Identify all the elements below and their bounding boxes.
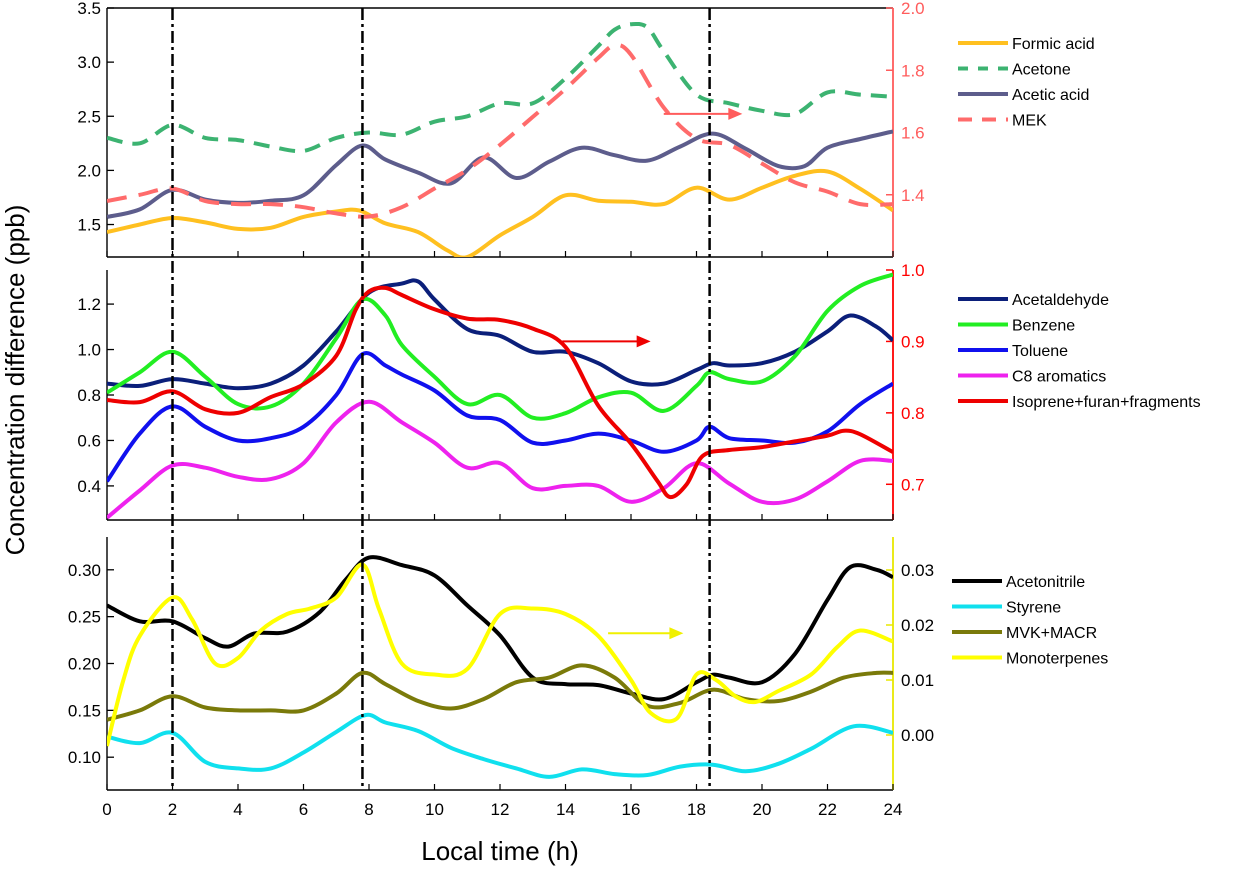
- right-tick-label: 2.0: [901, 0, 925, 18]
- panel-bottom: 0.10 0.15 0.20 0.25 0.30 0.00 0.01 0.02 0.03: [68, 537, 934, 791]
- x-tick-label: 8: [364, 800, 373, 819]
- legend-label: Benzene: [1012, 318, 1075, 335]
- legend-label: Acetonitrile: [1006, 574, 1085, 591]
- series-group: [107, 21, 893, 257]
- panel-top: 1.5 2.0 2.5 3.0 3.5 1.4 1.6 1.8 2.0: [77, 0, 925, 258]
- left-tick-label: 0.8: [77, 386, 101, 405]
- right-tick-label: 0.7: [901, 475, 925, 494]
- left-tick-label: 0.15: [68, 701, 101, 720]
- x-tick-label: 10: [425, 800, 444, 819]
- legend-label: Toluene: [1012, 343, 1068, 360]
- x-tick-label: 16: [622, 800, 641, 819]
- series-line-formic-acid: [107, 168, 893, 257]
- left-tick-label: 0.10: [68, 748, 101, 767]
- series-line-c8-aromatics: [107, 399, 893, 520]
- x-tick-label: 6: [299, 800, 308, 819]
- series-line-acetonitrile: [107, 555, 893, 702]
- reference-vlines: [171, 8, 711, 790]
- x-tick-label: 24: [884, 800, 903, 819]
- series-group: [107, 555, 893, 779]
- panel-middle: 0.4 0.6 0.8 1.0 1.2 0.7 0.8 0.9 1.0: [77, 261, 925, 521]
- legend-label: Acetic acid: [1012, 87, 1089, 104]
- axis-arrow-head: [669, 627, 684, 640]
- series-line-monoterpenes: [107, 562, 893, 747]
- legend-label: Styrene: [1006, 600, 1061, 617]
- x-tick-label: 0: [102, 800, 111, 819]
- left-tick-label: 3.5: [77, 0, 101, 18]
- left-tick-label: 0.20: [68, 655, 101, 674]
- left-tick-label: 1.0: [77, 341, 101, 360]
- x-tick-label: 12: [491, 800, 510, 819]
- series-line-toluene: [107, 351, 893, 483]
- panels: 1.5 2.0 2.5 3.0 3.5 1.4 1.6 1.8 2.0 0.4 0.6 0.8 1.0 1…: [68, 0, 934, 791]
- series-line-acetone: [107, 21, 893, 154]
- right-tick-label: 0.01: [901, 671, 934, 690]
- legend-label: Formic acid: [1012, 36, 1095, 53]
- axis-arrow-head: [728, 107, 743, 120]
- series-line-styrene: [107, 712, 893, 779]
- series-line-isoprene-furan-fragments: [107, 285, 893, 500]
- legend-label: C8 aromatics: [1012, 369, 1106, 386]
- x-tick-label: 22: [818, 800, 837, 819]
- left-tick-label: 0.30: [68, 561, 101, 580]
- series-line-mek: [107, 43, 893, 219]
- left-tick-label: 0.25: [68, 608, 101, 627]
- x-tick-label: 20: [753, 800, 772, 819]
- left-tick-label: 0.4: [77, 477, 101, 496]
- x-tick-label: 2: [168, 800, 177, 819]
- right-tick-label: 1.6: [901, 124, 925, 143]
- legend-label: MVK+MACR: [1006, 625, 1097, 642]
- left-tick-label: 2.5: [77, 107, 101, 126]
- series-line-mvk-macr: [107, 663, 893, 722]
- series-line-acetaldehyde: [107, 278, 893, 391]
- x-tick-label: 4: [233, 800, 242, 819]
- legend-label: Acetone: [1012, 62, 1071, 79]
- series-group: [107, 272, 893, 520]
- left-tick-label: 1.2: [77, 295, 101, 314]
- axis-arrow-head: [636, 335, 651, 348]
- legend-label: MEK: [1012, 113, 1047, 130]
- right-tick-label: 1.4: [901, 186, 925, 205]
- x-tick-label: 18: [687, 800, 706, 819]
- right-tick-label: 0.00: [901, 726, 934, 745]
- x-axis-title: Local time (h): [421, 836, 579, 866]
- legends: Formic acid Acetone Acetic acid MEK Acetalde…: [952, 36, 1201, 668]
- left-tick-label: 2.0: [77, 161, 101, 180]
- x-axis: 0 2 4 6 8 10 12 14 16 18 20 22 24: [102, 800, 902, 819]
- legend-label: Isoprene+furan+fragments: [1012, 394, 1201, 411]
- y-axis-title: Concentration difference (ppb): [0, 205, 30, 556]
- left-tick-label: 0.6: [77, 431, 101, 450]
- right-tick-label: 0.9: [901, 332, 925, 351]
- legend-label: Acetaldehyde: [1012, 292, 1109, 309]
- right-tick-label: 0.03: [901, 561, 934, 580]
- x-tick-label: 14: [556, 800, 575, 819]
- right-tick-label: 0.02: [901, 616, 934, 635]
- legend-label: Monoterpenes: [1006, 651, 1108, 668]
- right-tick-label: 1.8: [901, 61, 925, 80]
- left-tick-label: 3.0: [77, 53, 101, 72]
- right-tick-label: 1.0: [901, 261, 925, 280]
- right-tick-label: 0.8: [901, 404, 925, 423]
- left-tick-label: 1.5: [77, 216, 101, 235]
- series-line-benzene: [107, 272, 893, 421]
